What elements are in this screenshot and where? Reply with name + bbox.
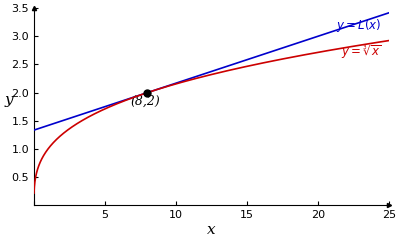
Text: $y = \sqrt[3]{x}$: $y = \sqrt[3]{x}$: [341, 43, 382, 61]
Text: (8,2): (8,2): [130, 95, 160, 108]
Y-axis label: y: y: [4, 93, 13, 107]
X-axis label: x: x: [207, 223, 216, 237]
Text: $y = L\left(x\right)$: $y = L\left(x\right)$: [336, 17, 382, 33]
